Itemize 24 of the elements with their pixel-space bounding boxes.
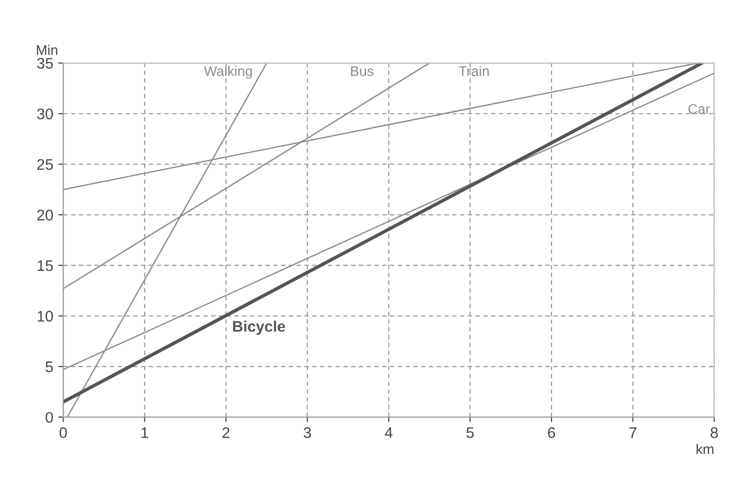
series-label: Walking xyxy=(204,66,252,79)
series-label: Car xyxy=(688,104,710,114)
y-tick-label: 0 xyxy=(46,412,53,423)
x-tick-label: 0 xyxy=(60,427,67,438)
y-tick-label: 35 xyxy=(37,58,53,69)
y-axis-title: Min xyxy=(36,44,58,55)
x-tick-label: 2 xyxy=(222,427,230,438)
y-tick-label: 20 xyxy=(37,210,53,220)
x-tick-label: 7 xyxy=(629,427,636,438)
x-tick-label: 8 xyxy=(710,427,718,438)
x-tick-label: 3 xyxy=(304,427,311,438)
y-tick-label: 15 xyxy=(38,260,53,272)
x-axis-title: km xyxy=(696,444,714,454)
series-label: Bicycle xyxy=(233,320,286,335)
text: Train xyxy=(458,66,489,76)
series-label: Bus xyxy=(351,66,374,76)
y-tick-label: 5 xyxy=(46,362,53,372)
x-tick-label: 6 xyxy=(548,427,556,438)
y-tick-label: 25 xyxy=(37,159,53,170)
x-tick-label: 5 xyxy=(466,427,474,438)
x-tick-label: 1 xyxy=(142,427,148,438)
y-tick-label: 30 xyxy=(37,108,53,120)
y-tick-label: 10 xyxy=(38,310,53,322)
x-tick-label: 4 xyxy=(384,427,393,438)
